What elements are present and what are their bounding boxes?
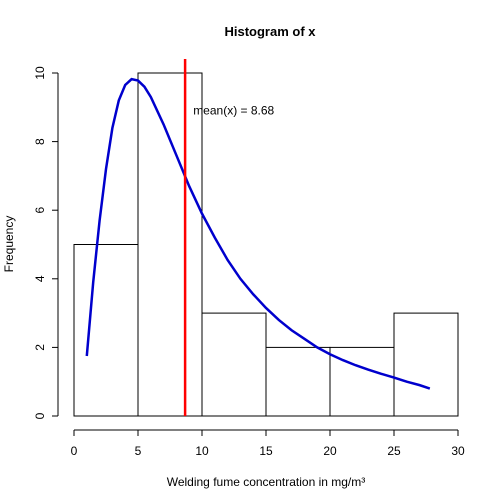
x-tick-label: 10 [195,444,209,458]
density-curve [85,77,431,390]
histogram-bar-0 [73,244,139,417]
y-axis-label: Frequency [2,216,16,273]
y-tick-label: 8 [33,138,47,145]
histogram-bar-2 [201,312,267,417]
y-axis: 0 2 4 6 8 10 [33,66,59,419]
y-tick-label: 10 [33,66,47,80]
chart-title: Histogram of x [224,24,316,39]
histogram-bar-5 [393,312,459,417]
x-axis-label: Welding fume concentration in mg/m³ [167,475,366,489]
x-tick-label: 5 [135,444,142,458]
histogram-bar-1 [137,72,203,417]
x-tick-label: 20 [323,444,337,458]
histogram-bars [73,72,459,417]
y-tick-label: 4 [33,275,47,282]
y-tick-label: 6 [33,207,47,214]
y-tick-label: 2 [33,344,47,351]
y-tick-label: 0 [33,412,47,419]
x-axis: 0 5 10 15 20 25 30 [71,429,465,458]
x-tick-label: 30 [451,444,465,458]
histogram-bar-3 [265,346,331,417]
mean-annotation: mean(x) = 8.68 [193,104,274,118]
x-tick-label: 15 [259,444,273,458]
x-tick-label: 25 [387,444,401,458]
x-tick-label: 0 [71,444,78,458]
